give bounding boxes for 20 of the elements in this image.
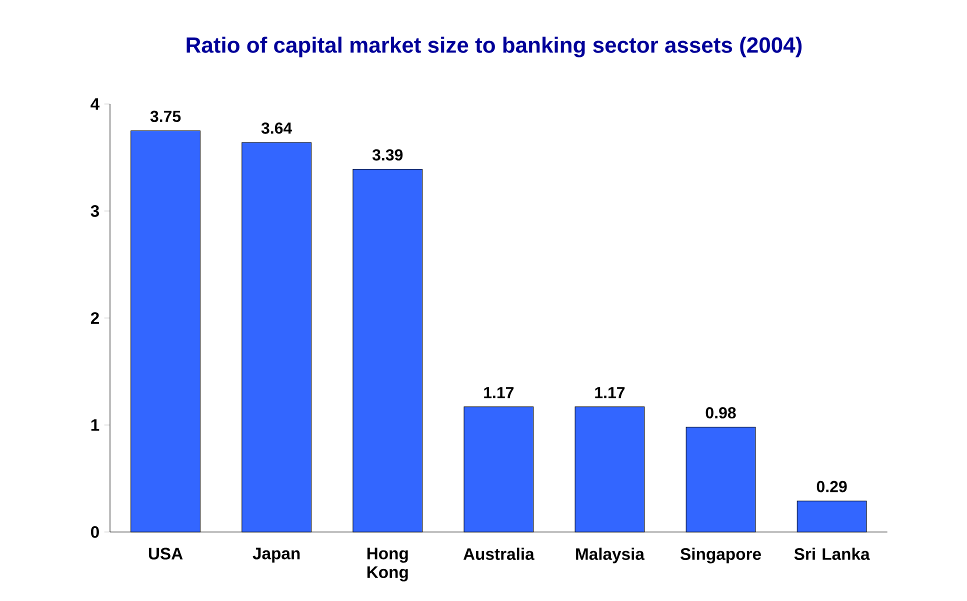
chart-title: Ratio of capital market size to banking sector assets (2004) bbox=[186, 36, 802, 58]
x-tick-label: Hong Kong bbox=[367, 548, 408, 582]
x-tick-label: Sri Lanka bbox=[794, 548, 870, 560]
y-tick-label: 3 bbox=[90, 205, 99, 217]
data-label: 0.29 bbox=[816, 480, 847, 492]
data-label: 3.75 bbox=[150, 110, 181, 122]
data-label: 3.39 bbox=[372, 149, 403, 161]
y-tick-label: 2 bbox=[90, 312, 99, 324]
x-tick-label: Japan bbox=[252, 548, 300, 563]
x-tick-label: Malaysia bbox=[576, 548, 645, 564]
x-tick-label: USA bbox=[148, 548, 183, 560]
data-label: 0.98 bbox=[706, 407, 736, 418]
x-tick-label: Singapore bbox=[680, 548, 761, 564]
y-tick-label: 1 bbox=[91, 419, 100, 431]
y-tick-label: 4 bbox=[90, 98, 100, 110]
data-label: 1.17 bbox=[595, 387, 625, 398]
data-label: 3.64 bbox=[261, 122, 292, 134]
data-label: 1.17 bbox=[484, 387, 514, 398]
x-tick-label: Australia bbox=[463, 548, 534, 560]
y-tick-label: 0 bbox=[91, 526, 99, 538]
